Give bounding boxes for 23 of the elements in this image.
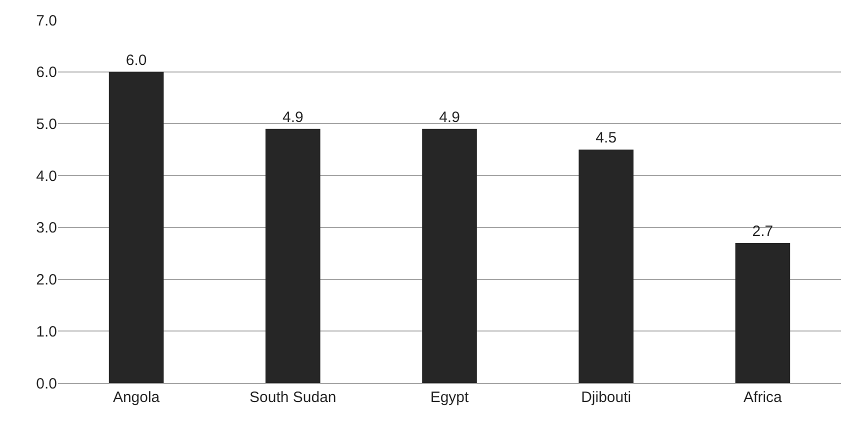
x-tick-label: South Sudan xyxy=(250,389,336,406)
x-tick-label: Africa xyxy=(744,389,783,406)
y-tick-label: 3.0 xyxy=(36,220,57,237)
bar xyxy=(108,72,164,383)
data-label: 4.5 xyxy=(596,130,617,147)
y-tick-label: 7.0 xyxy=(36,12,57,30)
x-tick-label: Egypt xyxy=(430,389,470,406)
y-tick-label: 4.0 xyxy=(36,168,57,185)
y-tick-label: 2.0 xyxy=(36,272,57,289)
data-label: 4.9 xyxy=(439,108,460,126)
x-tick-label: Angola xyxy=(112,389,160,406)
data-label: 2.7 xyxy=(752,222,774,240)
y-tick-label: 0.0 xyxy=(36,375,57,392)
bar xyxy=(422,128,477,383)
y-tick-label: 5.0 xyxy=(36,116,57,133)
data-label: 6.0 xyxy=(126,52,147,69)
data-label: 4.9 xyxy=(282,108,304,126)
x-tick-label: Djibouti xyxy=(581,389,632,406)
y-tick-label: 1.0 xyxy=(36,323,57,340)
y-tick-label: 6.0 xyxy=(36,64,57,82)
bar xyxy=(578,150,634,383)
bar xyxy=(266,128,320,383)
bar xyxy=(735,242,790,383)
